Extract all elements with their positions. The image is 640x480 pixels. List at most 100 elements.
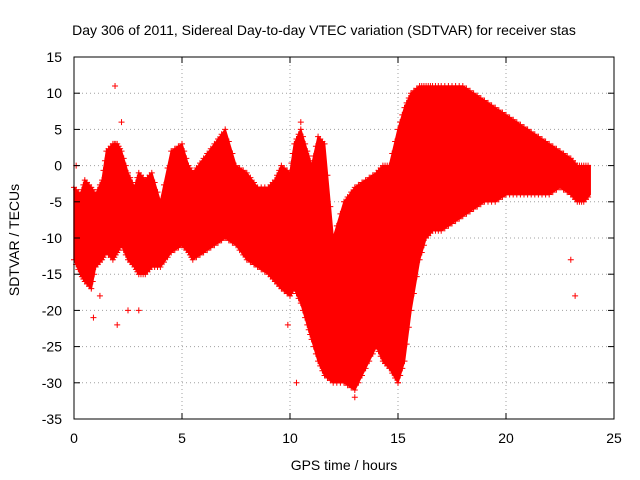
lower-marker <box>229 239 236 246</box>
upper-marker <box>131 184 138 191</box>
upper-marker <box>299 133 306 140</box>
lower-marker <box>310 343 317 350</box>
lower-marker <box>403 341 410 348</box>
lower-marker <box>189 256 196 263</box>
lower-marker <box>299 307 306 314</box>
lower-marker <box>492 198 499 205</box>
lower-marker <box>193 254 200 261</box>
y-tick-label: 15 <box>46 49 62 65</box>
upper-marker <box>485 99 491 106</box>
upper-marker <box>164 165 171 172</box>
upper-marker <box>305 152 312 159</box>
upper-marker <box>535 133 542 140</box>
lower-marker <box>399 365 406 372</box>
lower-marker <box>240 251 247 258</box>
lower-marker <box>420 242 427 249</box>
lower-marker <box>293 290 300 297</box>
lower-marker <box>197 251 203 258</box>
outlier-point <box>114 321 121 328</box>
upper-marker <box>499 109 506 116</box>
lower-marker <box>168 249 175 256</box>
upper-marker <box>463 85 470 92</box>
x-axis-label: GPS time / hours <box>291 457 398 473</box>
upper-marker <box>359 179 365 186</box>
lower-marker <box>445 222 452 229</box>
outlier-point <box>351 394 358 401</box>
upper-marker <box>175 143 182 150</box>
lower-marker <box>418 249 425 256</box>
lower-marker <box>218 237 225 244</box>
upper-marker <box>189 169 196 176</box>
upper-marker <box>151 179 158 186</box>
chart-title: Day 306 of 2011, Sidereal Day-to-day VTE… <box>72 22 576 38</box>
lower-marker <box>157 263 164 270</box>
upper-marker <box>154 189 161 196</box>
upper-marker <box>125 169 131 176</box>
upper-marker <box>101 157 108 164</box>
upper-marker <box>351 184 358 191</box>
upper-marker <box>289 150 296 157</box>
lower-marker <box>348 384 355 391</box>
y-tick-label: -35 <box>42 411 62 427</box>
upper-marker <box>92 191 99 198</box>
upper-marker <box>546 140 553 147</box>
upper-marker <box>495 107 502 114</box>
upper-marker <box>321 140 328 147</box>
lower-marker <box>397 372 404 379</box>
upper-marker <box>118 148 125 155</box>
lower-marker <box>207 244 214 251</box>
lower-marker <box>410 290 417 297</box>
upper-marker <box>539 136 545 143</box>
upper-marker <box>528 128 535 135</box>
upper-marker <box>395 126 401 133</box>
upper-marker <box>369 172 376 179</box>
upper-marker <box>542 138 549 145</box>
lower-marker <box>377 353 384 360</box>
upper-marker <box>297 126 304 133</box>
lower-marker <box>344 382 351 389</box>
upper-marker <box>80 181 87 188</box>
upper-marker <box>348 189 355 196</box>
upper-marker <box>327 203 334 210</box>
upper-marker <box>295 131 302 138</box>
upper-marker <box>215 136 221 143</box>
lower-marker <box>319 367 326 374</box>
lower-marker <box>225 237 232 244</box>
upper-marker <box>236 165 243 172</box>
lower-marker <box>369 350 376 357</box>
upper-marker <box>77 191 84 198</box>
upper-marker <box>94 186 101 193</box>
outlier-point <box>284 321 291 328</box>
lower-marker <box>546 191 553 198</box>
upper-marker <box>171 145 178 152</box>
upper-marker <box>503 111 509 118</box>
upper-marker <box>99 177 106 184</box>
lower-marker <box>251 261 257 268</box>
lower-marker <box>258 266 265 273</box>
upper-marker <box>517 121 524 128</box>
lower-marker <box>261 268 268 275</box>
data-layer <box>71 82 592 401</box>
upper-marker <box>531 131 538 138</box>
lower-marker <box>405 324 412 331</box>
upper-marker <box>549 143 556 150</box>
lower-marker <box>557 184 563 191</box>
lower-marker <box>164 254 171 261</box>
upper-marker <box>247 174 254 181</box>
upper-marker <box>161 181 167 188</box>
upper-marker <box>492 104 499 111</box>
y-tick-label: 0 <box>54 158 62 174</box>
upper-marker <box>100 167 107 174</box>
upper-marker <box>366 174 373 181</box>
upper-marker <box>240 167 247 174</box>
lower-marker <box>564 189 571 196</box>
lower-marker <box>386 365 393 372</box>
lower-marker <box>161 259 167 266</box>
lower-marker <box>211 242 218 249</box>
lower-marker <box>441 225 448 232</box>
upper-marker <box>392 138 399 145</box>
lower-marker <box>474 203 481 210</box>
lower-marker <box>359 372 365 379</box>
upper-marker <box>207 145 214 152</box>
